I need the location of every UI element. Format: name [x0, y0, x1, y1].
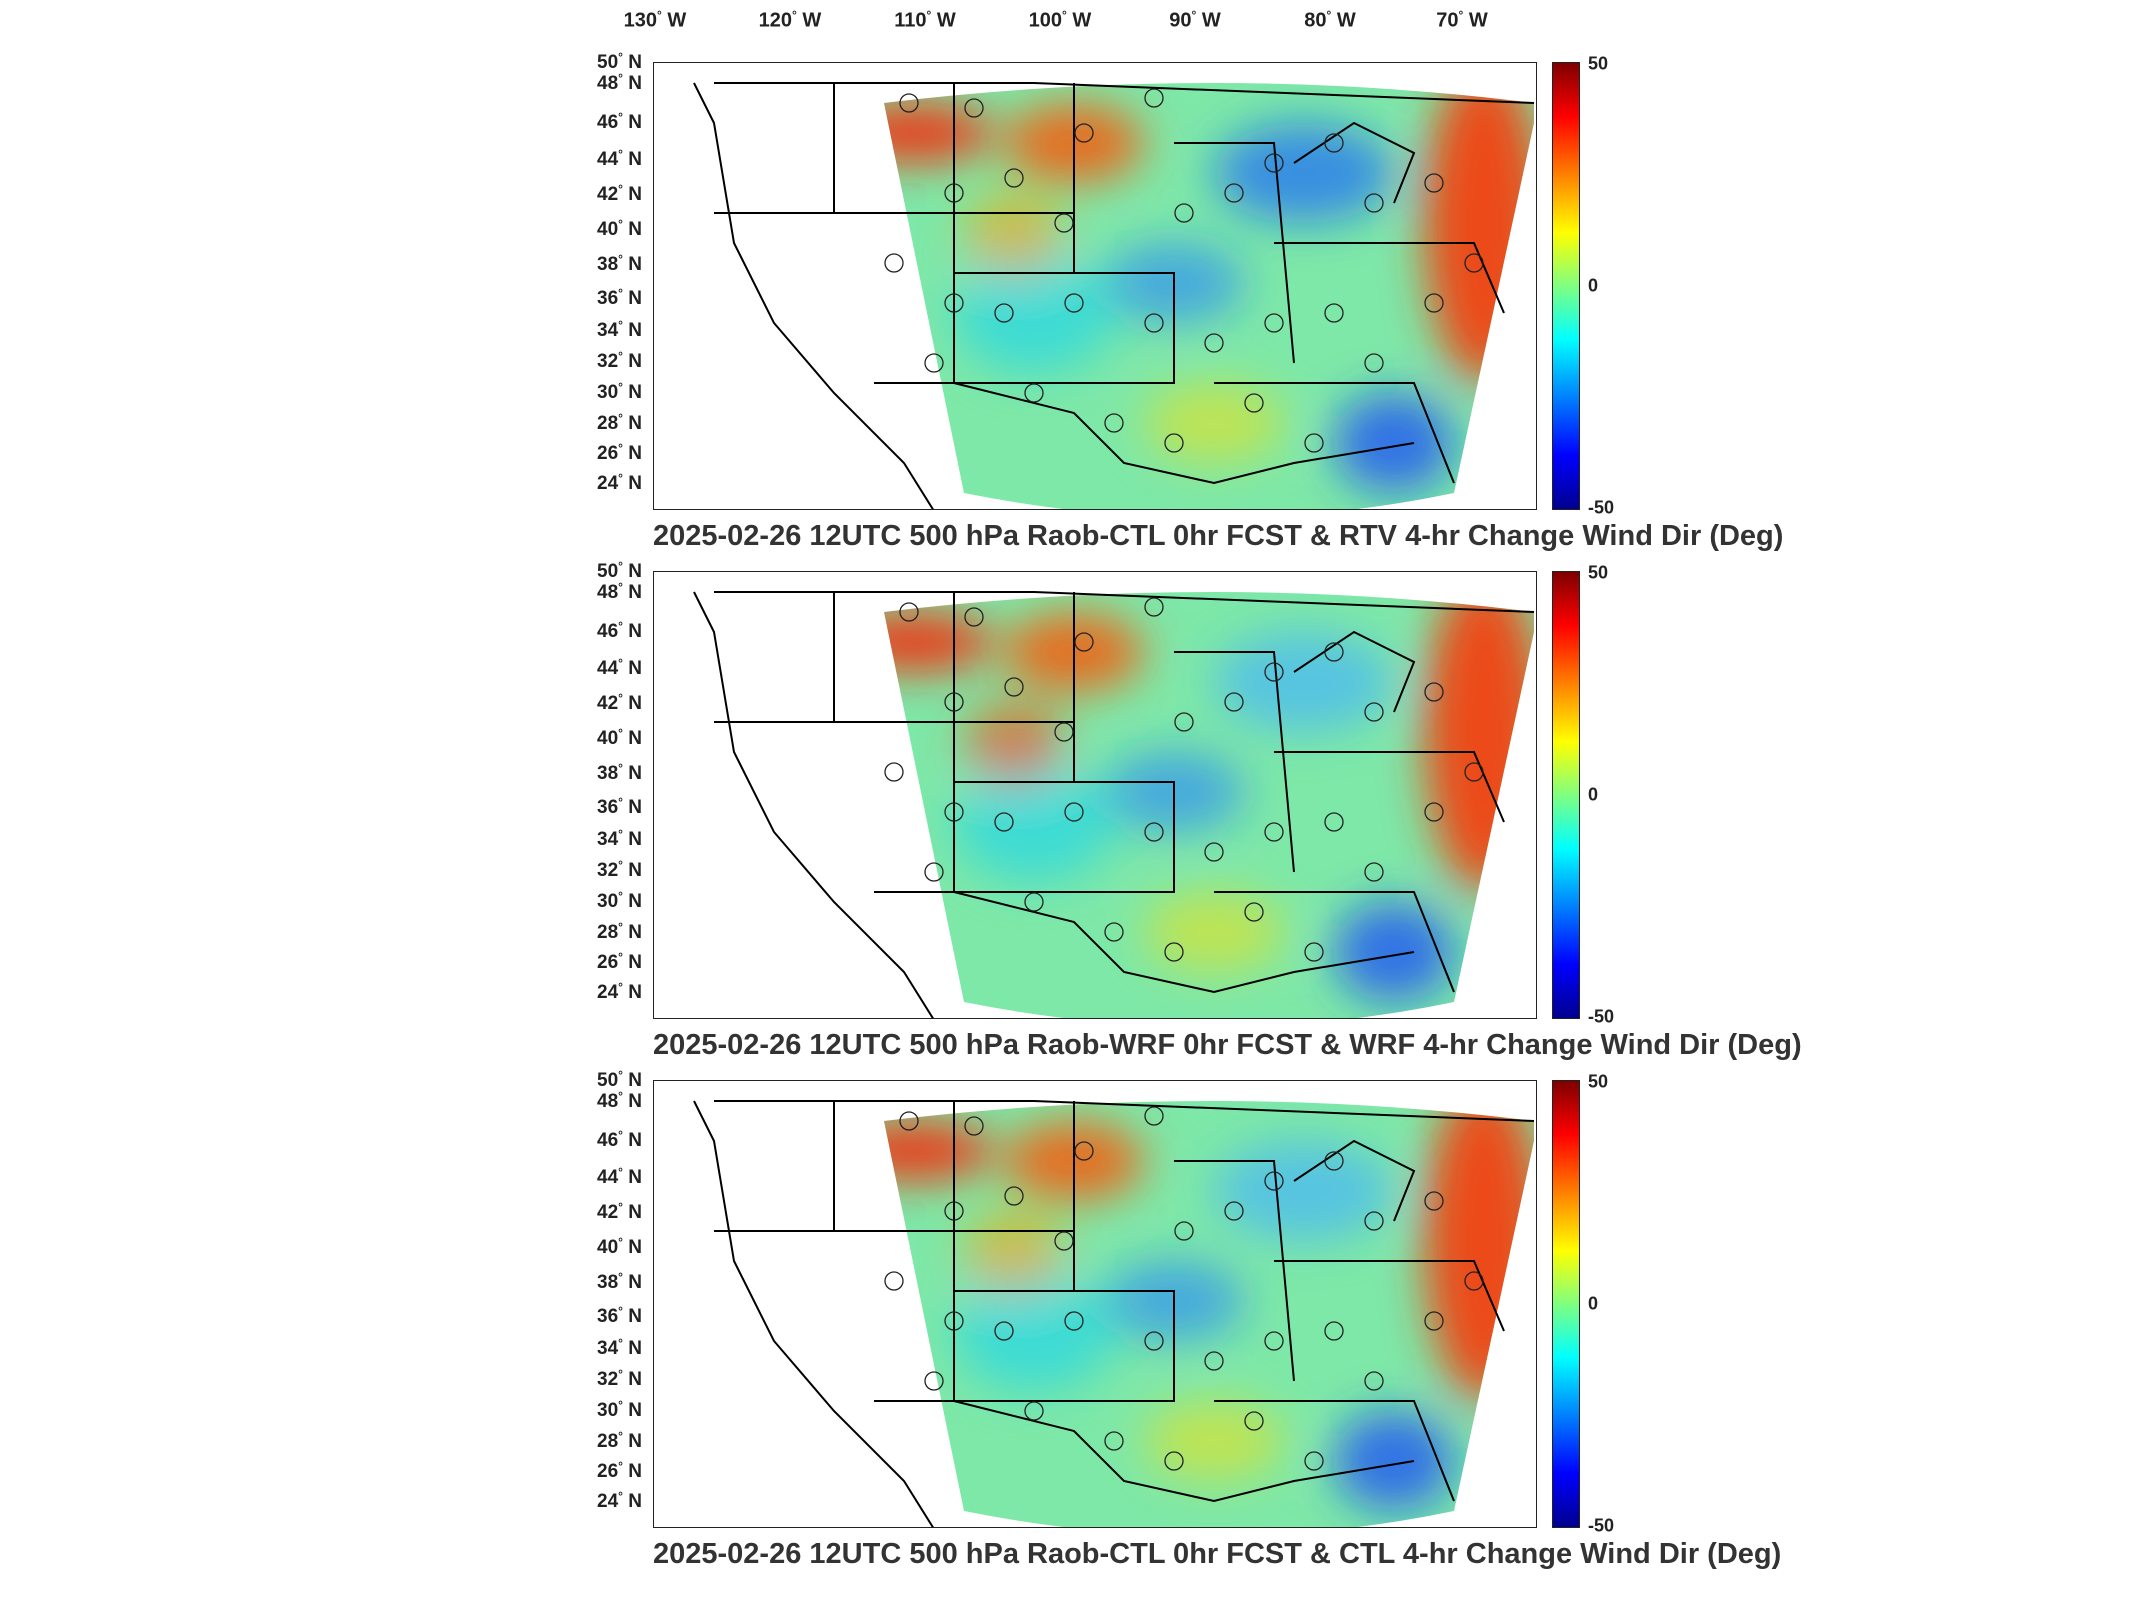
lat-label: 36° N: [597, 794, 642, 819]
panel-title: 2025-02-26 12UTC 500 hPa Raob-WRF 0hr FC…: [653, 1029, 1802, 1061]
colorbar: [1552, 1080, 1580, 1528]
lat-label: 28° N: [597, 919, 642, 944]
wind-direction-map: [653, 1080, 1537, 1528]
lat-label: 50° N: [597, 1067, 642, 1092]
lat-label: 38° N: [597, 760, 642, 785]
colorbar-max-label: 50: [1588, 562, 1609, 583]
wind-direction-map: [653, 62, 1537, 510]
lat-label: 36° N: [597, 1303, 642, 1328]
lat-label: 26° N: [597, 440, 642, 465]
lat-label: 26° N: [597, 1458, 642, 1483]
colorbar: [1552, 62, 1580, 510]
colorbar-mid-label: 0: [1588, 275, 1599, 296]
lat-label: 46° N: [597, 1127, 642, 1152]
lat-label: 48° N: [597, 579, 642, 604]
lon-label-70w: 70° W: [1436, 8, 1488, 32]
colorbar-mid-label: 0: [1588, 784, 1599, 805]
map-panel-3: 50° N 48° N 46° N 44° N 42° N 40° N 38° N 36° N…: [0, 1068, 2133, 1588]
lat-label: 46° N: [597, 109, 642, 134]
lat-label: 34° N: [597, 317, 642, 342]
lat-label: 34° N: [597, 1335, 642, 1360]
lat-label: 32° N: [597, 348, 642, 373]
lat-label: 28° N: [597, 410, 642, 435]
lat-label: 40° N: [597, 1234, 642, 1259]
lon-label-120w: 120° W: [758, 8, 822, 32]
lat-label: 50° N: [597, 558, 642, 583]
lon-label-110w: 110° W: [894, 8, 956, 32]
colorbar-max-label: 50: [1588, 1071, 1609, 1092]
lat-label: 34° N: [597, 826, 642, 851]
map-panel-1: 50° N 48° N 46° N 44° N 42° N 40° N 38° N 36° N…: [0, 50, 2133, 570]
lat-label: 46° N: [597, 618, 642, 643]
lon-label-130w: 130° W: [623, 8, 687, 32]
lat-label: 40° N: [597, 216, 642, 241]
lat-label: 38° N: [597, 251, 642, 276]
lat-label: 38° N: [597, 1269, 642, 1294]
lat-label: 32° N: [597, 1366, 642, 1391]
lat-label: 26° N: [597, 949, 642, 974]
lat-label: 36° N: [597, 285, 642, 310]
colorbar-min-label: -50: [1588, 1006, 1615, 1027]
lon-label-80w: 80° W: [1304, 8, 1356, 32]
lat-label: 42° N: [597, 690, 642, 715]
colorbar-min-label: -50: [1588, 497, 1615, 518]
lon-label-100w: 100° W: [1028, 8, 1092, 32]
wind-direction-map: [653, 571, 1537, 1019]
lat-label: 44° N: [597, 146, 642, 171]
lat-label: 48° N: [597, 70, 642, 95]
lat-label: 48° N: [597, 1088, 642, 1113]
colorbar-min-label: -50: [1588, 1515, 1615, 1536]
colorbar-mid-label: 0: [1588, 1293, 1599, 1314]
lon-label-90w: 90° W: [1169, 8, 1221, 32]
colorbar-max-label: 50: [1588, 53, 1609, 74]
lat-label: 24° N: [597, 979, 642, 1004]
lat-label: 24° N: [597, 1488, 642, 1513]
panel-title: 2025-02-26 12UTC 500 hPa Raob-CTL 0hr FC…: [653, 520, 1784, 552]
lat-label: 30° N: [597, 888, 642, 913]
lat-label: 42° N: [597, 1199, 642, 1224]
map-panel-2: 50° N 48° N 46° N 44° N 42° N 40° N 38° N 36° N…: [0, 559, 2133, 1079]
lat-label: 30° N: [597, 379, 642, 404]
lat-label: 44° N: [597, 1164, 642, 1189]
lat-label: 28° N: [597, 1428, 642, 1453]
colorbar: [1552, 571, 1580, 1019]
lat-label: 24° N: [597, 470, 642, 495]
lat-label: 32° N: [597, 857, 642, 882]
lat-label: 40° N: [597, 725, 642, 750]
longitude-axis: 130° W 120° W 110° W 100° W 90° W 80° W …: [0, 0, 2133, 50]
lat-label: 44° N: [597, 655, 642, 680]
lat-label: 50° N: [597, 49, 642, 74]
lat-label: 42° N: [597, 181, 642, 206]
lat-label: 30° N: [597, 1397, 642, 1422]
panel-title: 2025-02-26 12UTC 500 hPa Raob-CTL 0hr FC…: [653, 1538, 1782, 1570]
